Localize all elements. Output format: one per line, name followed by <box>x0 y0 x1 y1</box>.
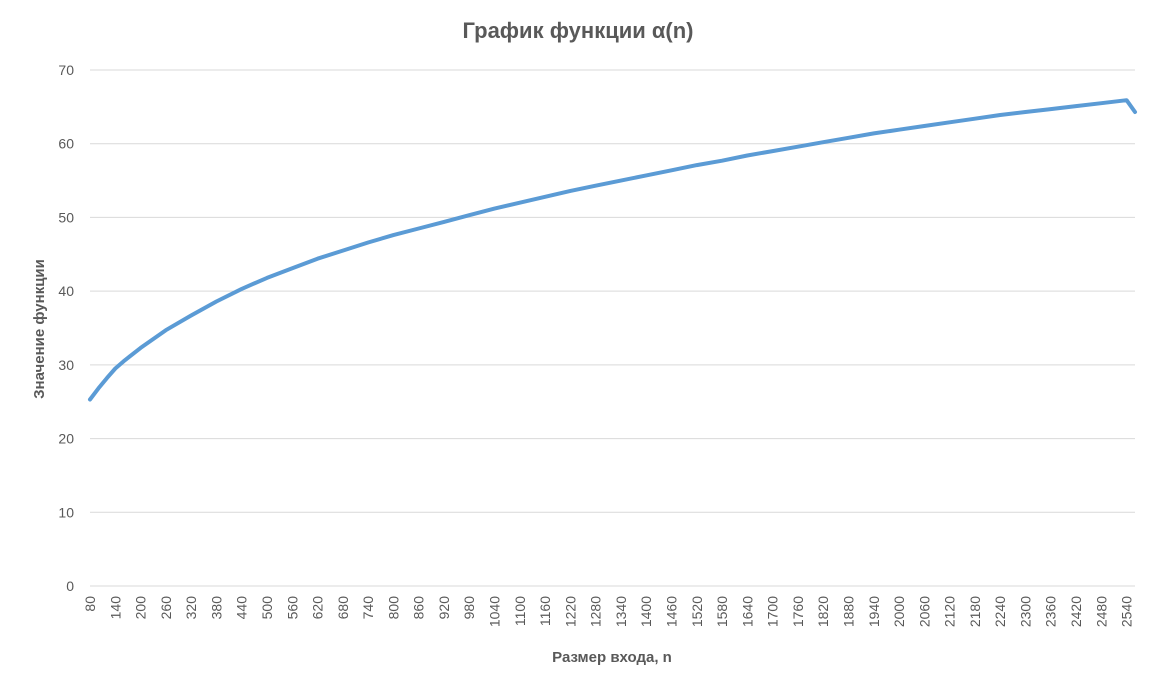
chart-title: График функции α(n) <box>463 18 694 43</box>
x-tick-label: 2360 <box>1043 596 1059 627</box>
y-tick-label: 10 <box>58 504 74 520</box>
x-tick-label: 800 <box>385 596 401 620</box>
y-tick-label: 30 <box>58 357 74 373</box>
x-tick-label: 2420 <box>1068 596 1084 627</box>
x-tick-label: 980 <box>461 596 477 620</box>
x-tick-label: 1640 <box>739 596 755 627</box>
x-tick-label: 380 <box>208 596 224 620</box>
x-tick-label: 440 <box>234 596 250 620</box>
series-group <box>90 100 1135 399</box>
x-tick-label: 1040 <box>487 596 503 627</box>
x-tick-label: 320 <box>183 596 199 620</box>
x-tick-label: 260 <box>158 596 174 620</box>
x-tick-label: 2000 <box>891 596 907 627</box>
x-tick-label: 2300 <box>1017 596 1033 627</box>
y-axis-ticks: 0 10 20 30 40 50 60 70 <box>58 62 74 594</box>
x-tick-label: 1400 <box>638 596 654 627</box>
series-line-0 <box>90 100 1135 399</box>
x-tick-label: 1700 <box>765 596 781 627</box>
x-tick-label: 140 <box>107 596 123 620</box>
y-tick-label: 70 <box>58 62 74 78</box>
x-tick-label: 200 <box>133 596 149 620</box>
x-tick-label: 2120 <box>942 596 958 627</box>
x-tick-label: 680 <box>335 596 351 620</box>
x-tick-label: 2240 <box>992 596 1008 627</box>
x-tick-label: 1940 <box>866 596 882 627</box>
x-tick-label: 1340 <box>613 596 629 627</box>
gridlines <box>90 70 1135 586</box>
x-tick-label: 620 <box>310 596 326 620</box>
y-tick-label: 0 <box>66 578 74 594</box>
x-tick-label: 740 <box>360 596 376 620</box>
x-tick-label: 1280 <box>588 596 604 627</box>
x-tick-label: 1520 <box>689 596 705 627</box>
x-tick-label: 560 <box>284 596 300 620</box>
y-tick-label: 20 <box>58 431 74 447</box>
x-axis-ticks: 80 140 200 260 320 380 440 500 560 620 680 740 800 86… <box>82 596 1135 627</box>
y-axis-title: Значение функции <box>31 259 48 399</box>
x-tick-label: 1820 <box>815 596 831 627</box>
x-tick-label: 500 <box>259 596 275 620</box>
x-tick-label: 2540 <box>1119 596 1135 627</box>
x-tick-label: 80 <box>82 596 98 612</box>
x-axis-title: Размер входа, n <box>552 649 672 666</box>
x-tick-label: 1100 <box>512 596 528 626</box>
x-tick-label: 2060 <box>916 596 932 627</box>
x-tick-label: 2480 <box>1093 596 1109 627</box>
x-tick-label: 860 <box>411 596 427 620</box>
x-tick-label: 1760 <box>790 596 806 627</box>
x-tick-label: 2180 <box>967 596 983 627</box>
y-tick-label: 50 <box>58 209 74 225</box>
y-tick-label: 60 <box>58 136 74 152</box>
x-tick-label: 1880 <box>840 596 856 627</box>
x-tick-label: 1460 <box>663 596 679 627</box>
x-tick-label: 1220 <box>562 596 578 627</box>
y-tick-label: 40 <box>58 283 74 299</box>
x-tick-label: 920 <box>436 596 452 620</box>
x-tick-label: 1580 <box>714 596 730 627</box>
x-tick-label: 1160 <box>537 596 553 626</box>
